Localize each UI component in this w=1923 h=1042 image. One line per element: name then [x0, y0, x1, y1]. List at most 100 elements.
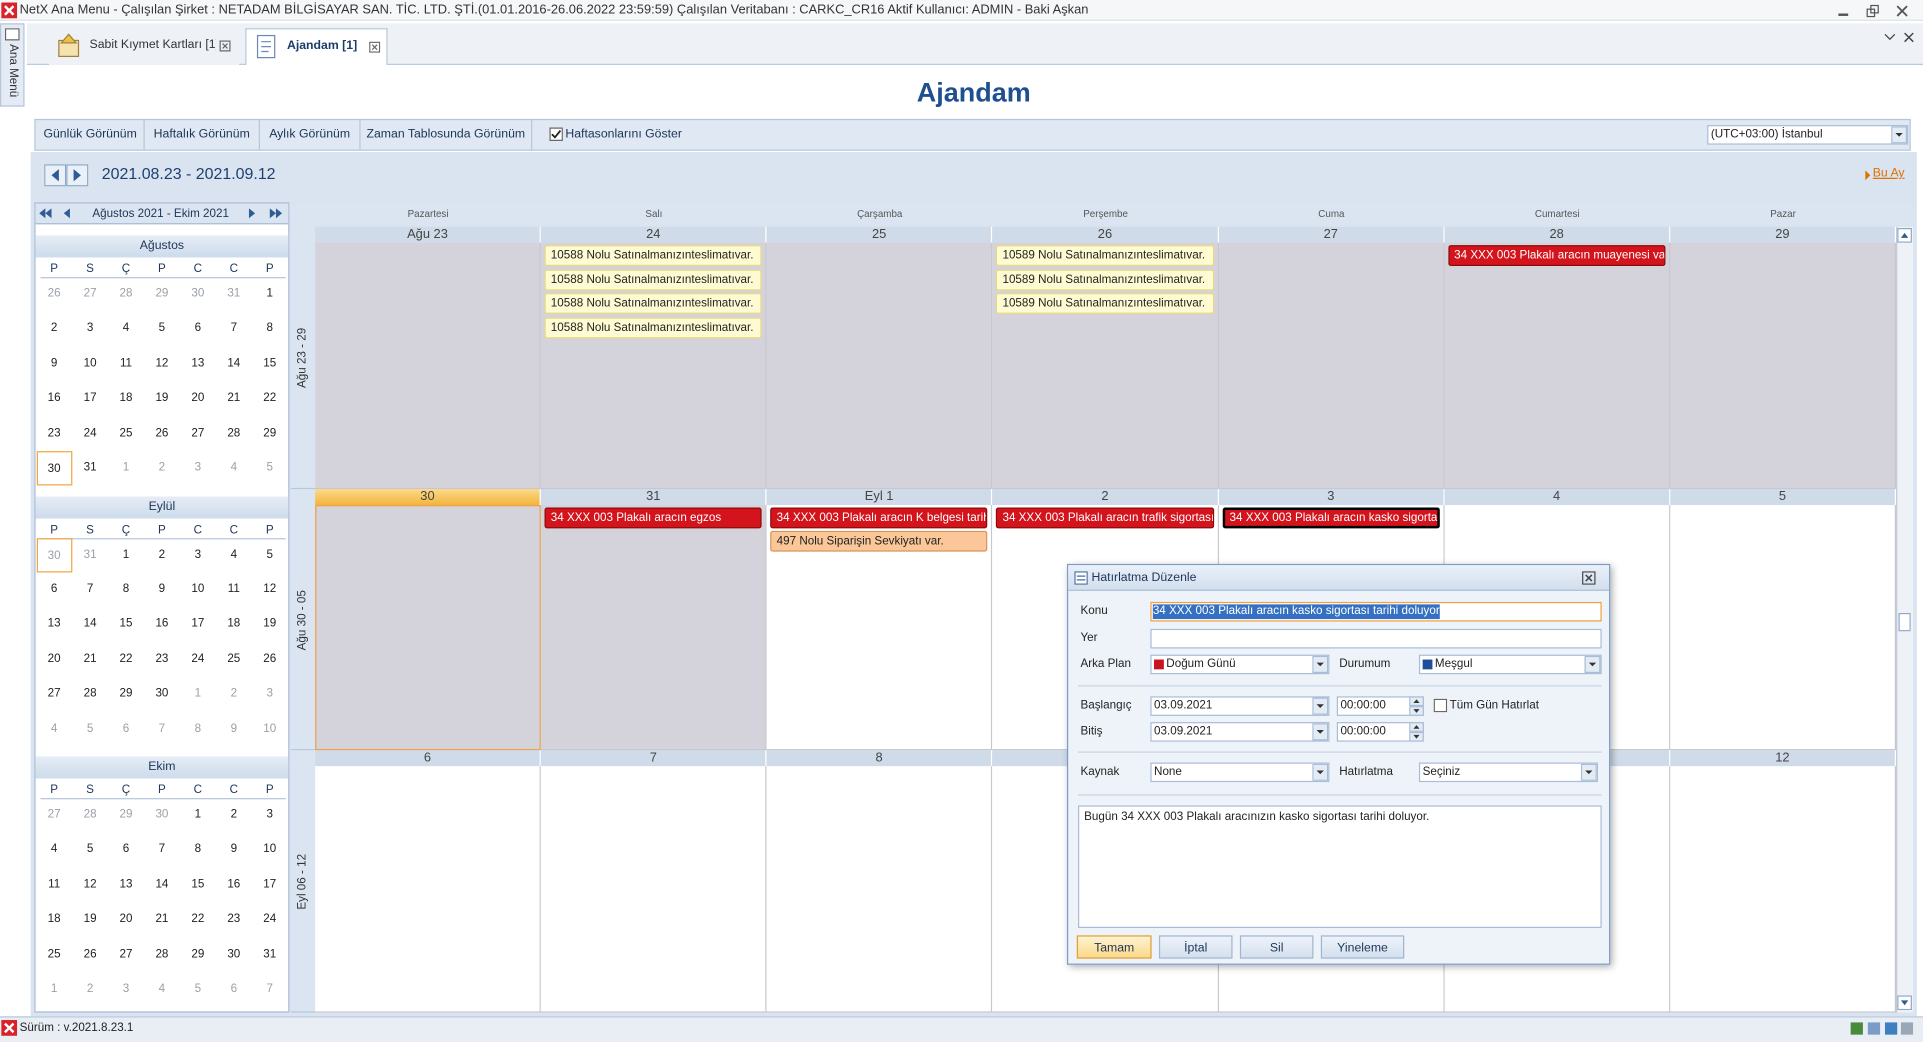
calendar-day[interactable]: 2 — [230, 686, 238, 701]
calendar-day[interactable]: 16 — [227, 877, 241, 891]
calendar-day[interactable]: 31 — [227, 286, 241, 301]
day-header[interactable]: 26 — [992, 226, 1219, 243]
day-cell[interactable] — [1218, 242, 1445, 489]
view-button[interactable]: Zaman Tablosunda Görünüm — [361, 120, 533, 150]
calendar-day[interactable]: 5 — [194, 981, 202, 996]
calendar-day[interactable]: 25 — [47, 947, 61, 961]
calendar-day[interactable]: 21 — [83, 651, 97, 666]
day-header[interactable]: 24 — [540, 226, 767, 243]
day-header[interactable]: 6 — [315, 750, 541, 767]
calendar-day[interactable]: 25 — [119, 426, 133, 440]
input-field[interactable]: 03.09.2021 — [1150, 696, 1330, 716]
spin-buttons[interactable] — [1409, 696, 1424, 716]
calendar-day[interactable]: 18 — [119, 391, 133, 405]
calendar-day[interactable]: 6 — [230, 981, 238, 996]
minimize-button[interactable] — [1836, 4, 1851, 19]
calendar-day[interactable]: 27 — [47, 807, 61, 822]
appointment[interactable]: 10588 Nolu Satınalmanızınteslimatıvar. — [544, 245, 762, 267]
calendar-day[interactable]: 4 — [230, 460, 238, 475]
calendar-day[interactable]: 26 — [155, 426, 169, 440]
day-header[interactable]: 25 — [766, 226, 993, 243]
calendar-day[interactable]: 27 — [119, 947, 133, 961]
day-cell[interactable] — [540, 766, 767, 1013]
calendar-day[interactable]: 8 — [122, 582, 130, 596]
day-cell[interactable] — [1444, 242, 1671, 489]
calendar-day[interactable]: 11 — [48, 877, 61, 891]
checkbox[interactable] — [549, 127, 563, 141]
calendar-day[interactable]: 14 — [227, 356, 241, 370]
calendar-day[interactable]: 12 — [83, 877, 97, 891]
view-button[interactable]: Aylık Görünüm — [260, 120, 361, 150]
dropdown-button[interactable] — [1312, 655, 1329, 674]
dialog-button[interactable]: İptal — [1158, 935, 1233, 959]
calendar-day[interactable]: 20 — [47, 651, 61, 666]
day-header[interactable]: 4 — [1444, 488, 1671, 505]
appointment[interactable]: 34 XXX 003 Plakalı aracın muayenesi var — [1447, 245, 1666, 267]
calendar-day[interactable]: 29 — [263, 426, 277, 440]
day-cell[interactable] — [1670, 504, 1896, 751]
calendar-day[interactable]: 6 — [122, 842, 130, 857]
appointment[interactable]: 34 XXX 003 Plakalı aracın kasko sigortas… — [1222, 506, 1440, 528]
calendar-day[interactable]: 10 — [263, 842, 277, 857]
dropdown-button[interactable] — [1580, 763, 1597, 781]
previous-period-button[interactable] — [44, 164, 67, 187]
calendar-day[interactable]: 5 — [86, 842, 94, 857]
input-field[interactable]: 34 XXX 003 Plakalı aracın kasko sigortas… — [1150, 601, 1602, 622]
calendar-day[interactable]: 6 — [50, 582, 58, 596]
calendar-day[interactable]: 19 — [155, 391, 169, 405]
calendar-day[interactable]: 25 — [227, 651, 241, 666]
calendar-day[interactable]: 24 — [263, 912, 277, 926]
calendar-day[interactable]: 16 — [47, 391, 61, 405]
calendar-day[interactable]: 1 — [50, 981, 58, 996]
calendar-day[interactable]: 1 — [266, 286, 273, 301]
restore-button[interactable] — [1865, 4, 1880, 19]
calendar-day[interactable]: 23 — [227, 912, 241, 926]
calendar-day[interactable]: 6 — [122, 721, 130, 735]
calendar-day[interactable]: 4 — [50, 721, 58, 735]
day-header[interactable]: 8 — [766, 750, 993, 767]
dropdown-button[interactable] — [1312, 763, 1329, 781]
calendar-day[interactable]: 11 — [227, 582, 240, 596]
calendar-day[interactable]: 9 — [230, 721, 238, 735]
calendar-day[interactable]: 16 — [155, 616, 169, 631]
calendar-day[interactable]: 27 — [83, 286, 97, 301]
dropdown-button[interactable] — [1312, 697, 1329, 715]
calendar-day[interactable]: 26 — [47, 286, 61, 301]
day-header[interactable]: 5 — [1670, 488, 1896, 505]
tab[interactable]: Sabit Kıymet Kartları [1] — [49, 28, 240, 65]
dialog-button[interactable]: Tamam — [1076, 935, 1152, 959]
calendar-day[interactable]: 14 — [155, 877, 169, 891]
calendar-day[interactable]: 30 — [36, 451, 73, 486]
input-field[interactable]: Doğum Günü — [1150, 654, 1330, 675]
appointment[interactable]: 497 Nolu Siparişin Sevkiyatı var. — [770, 530, 988, 552]
calendar-day[interactable]: 27 — [47, 686, 61, 701]
calendar-day[interactable]: 3 — [266, 686, 273, 701]
calendar-day[interactable]: 4 — [158, 981, 166, 996]
tab-list-button[interactable] — [1884, 32, 1896, 42]
calendar-day[interactable]: 29 — [191, 947, 205, 961]
calendar-day[interactable]: 18 — [47, 912, 61, 926]
day-header[interactable]: 3 — [1218, 488, 1445, 505]
calendar-day[interactable]: 22 — [191, 912, 205, 926]
calendar-day[interactable]: 13 — [119, 877, 133, 891]
tab-close[interactable] — [369, 41, 381, 53]
calendar-day[interactable]: 12 — [155, 356, 169, 370]
calendar-day[interactable]: 29 — [155, 286, 169, 301]
calendar-day[interactable]: 26 — [263, 651, 277, 666]
calendar-day[interactable]: 28 — [83, 807, 97, 822]
calendar-day[interactable]: 22 — [119, 651, 133, 666]
timezone-combo[interactable]: (UTC+03:00) İstanbul — [1707, 125, 1909, 145]
dropdown-button[interactable] — [1891, 126, 1908, 144]
calendar-day[interactable]: 11 — [119, 356, 133, 370]
next-month-button[interactable] — [247, 207, 257, 219]
calendar-day[interactable]: 30 — [36, 537, 73, 573]
appointment[interactable]: 10589 Nolu Satınalmanızınteslimatıvar. — [996, 269, 1214, 290]
calendar-day[interactable]: 13 — [47, 616, 61, 631]
calendar-day[interactable]: 1 — [194, 807, 202, 822]
dropdown-button[interactable] — [1584, 655, 1601, 674]
day-header[interactable]: Eyl 1 — [766, 488, 993, 505]
calendar-day[interactable]: 6 — [194, 321, 202, 336]
calendar-day[interactable]: 3 — [194, 547, 202, 561]
appointment[interactable]: 10588 Nolu Satınalmanızınteslimatıvar. — [544, 292, 762, 314]
calendar-day[interactable]: 24 — [191, 651, 205, 666]
